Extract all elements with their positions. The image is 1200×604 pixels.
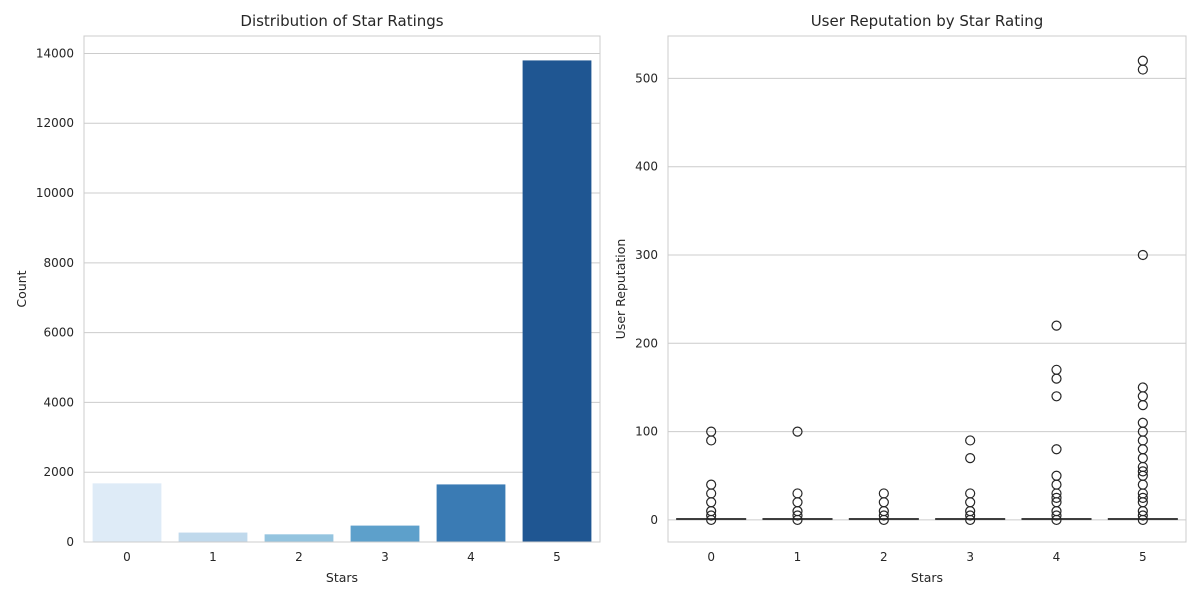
box-chart-outlier-point	[965, 510, 976, 521]
bar-chart-title: Distribution of Star Ratings	[240, 12, 443, 30]
box-chart-box-0	[676, 426, 747, 526]
box-chart-outlier-point	[1051, 444, 1062, 455]
box-chart-outlier-point	[792, 426, 803, 437]
bar-chart-bar-5	[522, 60, 592, 543]
bar-chart-ytick-label: 12000	[36, 116, 74, 130]
box-chart-box-2	[848, 488, 919, 526]
box-chart-outlier-point	[1137, 492, 1148, 503]
box-chart-outlier-point	[1137, 400, 1148, 411]
box-chart-outlier-point	[965, 453, 976, 464]
box-chart-box-1	[762, 426, 833, 526]
box-chart-outlier-point	[1137, 479, 1148, 490]
box-chart-outlier-point	[706, 479, 717, 490]
bar-chart-bar-3	[350, 525, 420, 542]
bar-chart-xtick-label: 5	[553, 550, 561, 564]
bar-chart-ytick-label: 8000	[43, 256, 74, 270]
box-chart-ytick-label: 400	[635, 160, 658, 174]
box-chart-outlier-point	[706, 497, 717, 508]
box-chart-outlier-point	[1051, 391, 1062, 402]
box-chart-outlier-point	[1137, 510, 1148, 521]
bar-chart-xtick-label: 0	[123, 550, 131, 564]
bar-chart-bar-4	[436, 484, 506, 542]
box-chart-outlier-point	[965, 497, 976, 508]
box-chart-outlier-point	[706, 435, 717, 446]
box-chart-box-5	[1107, 55, 1178, 526]
box-chart-ytick-label: 500	[635, 71, 658, 85]
box-chart-outlier-point	[706, 426, 717, 437]
bar-chart-frame	[83, 35, 601, 543]
box-chart-outlier-point	[1051, 479, 1062, 490]
box-chart-xtick-label: 2	[880, 550, 888, 564]
box-chart-outlier-point	[792, 497, 803, 508]
box-chart-xtick-label: 1	[794, 550, 802, 564]
bar-chart-ytick-label: 14000	[36, 46, 74, 60]
box-chart-xtick-label: 3	[966, 550, 974, 564]
bar-chart-ytick-label: 4000	[43, 395, 74, 409]
box-chart-outlier-point	[878, 497, 889, 508]
bar-chart-xtick-label: 2	[295, 550, 303, 564]
box-chart-outlier-point	[1051, 470, 1062, 481]
bar-chart-xtick-label: 4	[467, 550, 475, 564]
box-chart-outlier-point	[706, 510, 717, 521]
box-chart-outlier-point	[1051, 364, 1062, 375]
box-chart-outlier-point	[1137, 64, 1148, 75]
box-chart-outlier-point	[1137, 55, 1148, 66]
box-chart-ylabel: User Reputation	[613, 239, 628, 340]
box-chart-outlier-point	[1051, 492, 1062, 503]
box-chart-outlier-point	[1137, 417, 1148, 428]
box-chart-outlier-point	[1051, 373, 1062, 384]
bar-chart-ytick-label: 10000	[36, 186, 74, 200]
box-chart-outlier-point	[706, 488, 717, 499]
box-chart-outlier-point	[1137, 453, 1148, 464]
box-chart-ytick-label: 200	[635, 336, 658, 350]
box-chart-outlier-point	[1051, 510, 1062, 521]
bar-chart-xlabel: Stars	[326, 570, 358, 585]
box-chart-outlier-point	[1137, 391, 1148, 402]
box-chart-outlier-point	[1137, 382, 1148, 393]
box-chart-ytick-label: 300	[635, 248, 658, 262]
bar-chart-bar-2	[264, 534, 334, 542]
bar-chart-ytick-label: 6000	[43, 326, 74, 340]
box-chart-frame	[667, 35, 1187, 543]
box-chart-xlabel: Stars	[911, 570, 943, 585]
box-chart-xtick-label: 0	[707, 550, 715, 564]
box-chart-outlier-point	[1137, 435, 1148, 446]
box-chart-outlier-point	[1051, 320, 1062, 331]
bar-chart-ytick-label: 2000	[43, 465, 74, 479]
box-chart-outlier-point	[965, 488, 976, 499]
box-chart-outlier-point	[965, 435, 976, 446]
bar-chart-bar-0	[92, 483, 162, 542]
box-chart-xtick-label: 5	[1139, 550, 1147, 564]
box-chart-xtick-label: 4	[1053, 550, 1061, 564]
box-chart-box-4	[1021, 320, 1092, 526]
bar-chart-bar-1	[178, 532, 248, 542]
box-chart-outlier-point	[1137, 249, 1148, 261]
box-chart-outlier-point	[792, 488, 803, 499]
box-chart-outlier-point	[1137, 466, 1148, 477]
bar-chart-xtick-label: 3	[381, 550, 389, 564]
box-chart-title: User Reputation by Star Rating	[811, 12, 1044, 30]
box-chart-outlier-point	[878, 510, 889, 521]
box-chart-outlier-point	[1137, 444, 1148, 455]
box-chart-outlier-point	[878, 488, 889, 499]
bar-chart-ylabel: Count	[14, 270, 29, 307]
bar-chart-ytick-label: 0	[66, 535, 74, 549]
box-chart-box-3	[935, 435, 1006, 526]
box-chart-ytick-label: 0	[650, 513, 658, 527]
bar-chart-xtick-label: 1	[209, 550, 217, 564]
box-chart-ytick-label: 100	[635, 425, 658, 439]
box-chart-outlier-point	[792, 510, 803, 521]
